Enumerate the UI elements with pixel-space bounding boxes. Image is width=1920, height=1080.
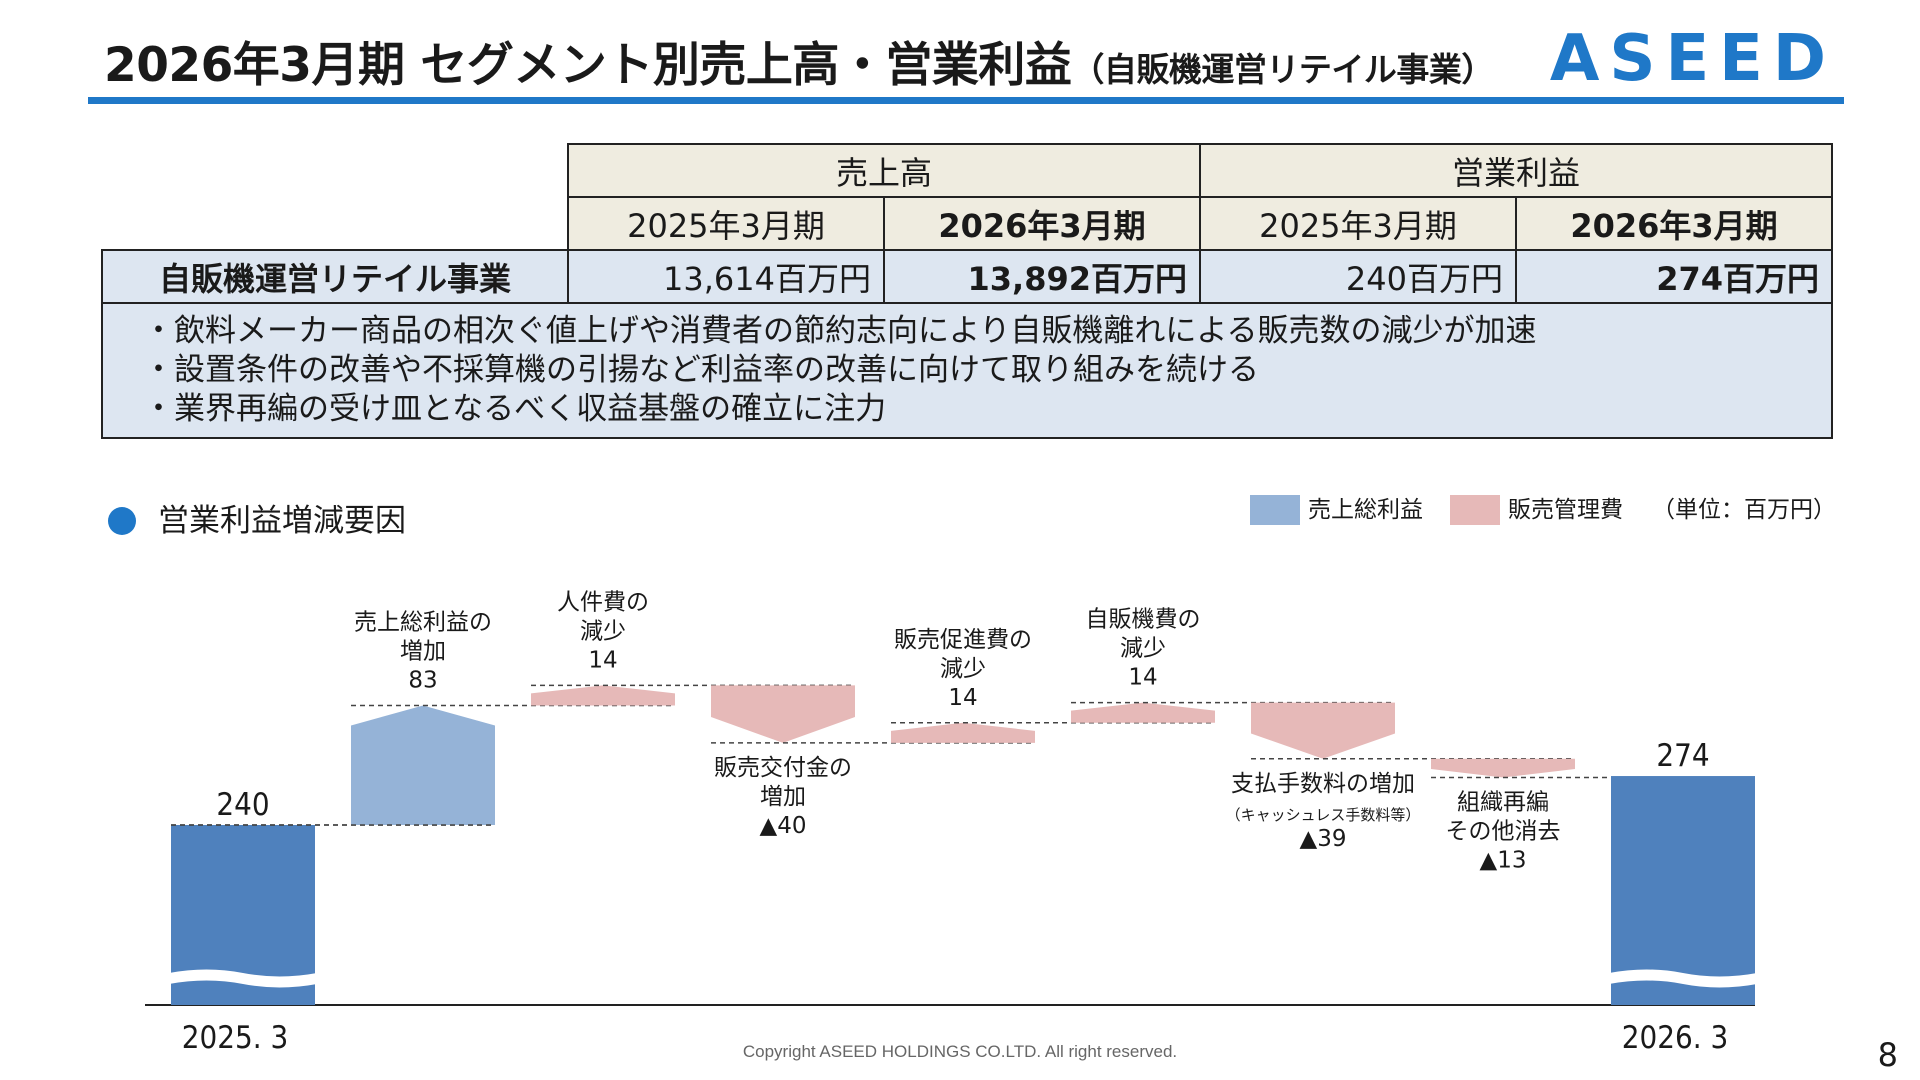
start-category-label: 2025. 3 xyxy=(182,1020,288,1056)
step-label-3-line-3: ▲40 xyxy=(760,813,807,839)
row-label: 自販機運営リテイル事業 xyxy=(101,249,569,304)
header-sales-prev: 2025年3月期 xyxy=(567,196,885,251)
step-bar-2 xyxy=(531,685,675,706)
step-bar-3 xyxy=(711,685,855,743)
header-profit-curr: 2026年3月期 xyxy=(1515,196,1833,251)
profit-prev-value: 240百万円 xyxy=(1199,249,1517,304)
step-label-7-line-3: ▲13 xyxy=(1480,847,1527,873)
step-bar-4 xyxy=(891,722,1035,743)
step-label-2-line-3: 14 xyxy=(588,647,617,673)
start-break xyxy=(169,969,317,988)
step-label-3-line-1: 販売交付金の xyxy=(714,755,852,781)
step-label-6-line-3: ▲39 xyxy=(1300,826,1347,852)
page-title: 2026年3月期 セグメント別売上高・営業利益（自販機運営リテイル事業） xyxy=(104,26,1494,95)
step-label-2-line-1: 人件費の xyxy=(557,589,649,615)
header-sales: 売上高 xyxy=(567,143,1201,198)
step-bar-6 xyxy=(1251,702,1395,759)
note-line: ・飲料メーカー商品の相次ぐ値上げや消費者の節約志向により自販機離れによる販売数の… xyxy=(143,313,1537,349)
sales-prev-value: 13,614百万円 xyxy=(567,249,885,304)
step-label-2-line-2: 減少 xyxy=(580,618,626,644)
section-title: 営業利益増減要因 xyxy=(158,503,406,539)
table-corner xyxy=(102,144,569,251)
note-line: ・設置条件の改善や不採算機の引揚など利益率の改善に向けて取り組みを続ける xyxy=(143,352,1259,388)
step-label-4-line-1: 販売促進費の xyxy=(894,627,1032,653)
page-number: 8 xyxy=(1877,1036,1898,1074)
segment-table: 売上高 営業利益 2025年3月期 2026年3月期 2025年3月期 2026… xyxy=(101,143,1833,439)
step-bar-5 xyxy=(1071,702,1215,723)
legend-gross-swatch xyxy=(1250,495,1300,525)
step-label-1-line-1: 売上総利益の xyxy=(354,609,492,635)
end-break xyxy=(1609,969,1757,988)
step-label-7-line-2: その他消去 xyxy=(1446,818,1561,844)
legend-unit: （単位：百万円） xyxy=(1652,497,1836,523)
step-label-5-line-2: 減少 xyxy=(1120,636,1166,662)
header-profit-prev: 2025年3月期 xyxy=(1199,196,1517,251)
sales-curr-value: 13,892百万円 xyxy=(883,249,1201,304)
end-category-label: 2026. 3 xyxy=(1622,1020,1728,1056)
start-value-label: 240 xyxy=(216,787,269,823)
step-label-3-line-2: 増加 xyxy=(760,784,806,810)
section-heading: 営業利益増減要因 xyxy=(108,495,406,540)
header-profit: 営業利益 xyxy=(1199,143,1833,198)
step-bar-1 xyxy=(351,705,495,825)
step-label-1-line-3: 83 xyxy=(408,667,437,693)
header-sales-curr: 2026年3月期 xyxy=(883,196,1201,251)
end-bar xyxy=(1611,776,1755,1005)
title-underline xyxy=(88,97,1844,104)
step-label-4-line-2: 減少 xyxy=(940,656,986,682)
legend-sga-label: 販売管理費 xyxy=(1508,497,1623,523)
profit-curr-value: 274百万円 xyxy=(1515,249,1833,304)
legend-sga: 販売管理費 xyxy=(1450,490,1623,525)
company-logo: ASEED xyxy=(1549,22,1836,96)
legend-gross: 売上総利益 xyxy=(1250,490,1423,525)
legend-sga-swatch xyxy=(1450,495,1500,525)
step-label-4-line-3: 14 xyxy=(948,685,977,711)
section-bullet-icon xyxy=(108,507,136,535)
copyright: Copyright ASEED HOLDINGS CO.LTD. All rig… xyxy=(742,1042,1178,1061)
step-label-5-line-1: 自販機費の xyxy=(1086,607,1201,633)
notes-cell: ・飲料メーカー商品の相次ぐ値上げや消費者の節約志向により自販機離れによる販売数の… xyxy=(101,302,1833,439)
step-bar-7 xyxy=(1431,758,1575,778)
page-title-main: 2026年3月期 セグメント別売上高・営業利益 xyxy=(104,38,1072,93)
note-line: ・業界再編の受け皿となるべく収益基盤の確立に注力 xyxy=(143,391,887,427)
end-value-label: 274 xyxy=(1656,738,1709,774)
step-label-1-line-2: 増加 xyxy=(400,638,446,664)
legend-gross-label: 売上総利益 xyxy=(1308,497,1423,523)
page-title-sub: （自販機運営リテイル事業） xyxy=(1071,50,1494,89)
step-label-7-line-1: 組織再編 xyxy=(1457,789,1549,815)
step-label-6-line-2: （キャッシュレス手数料等） xyxy=(1226,806,1421,824)
step-label-6-line-1: 支払手数料の増加 xyxy=(1231,771,1415,797)
step-label-5-line-3: 14 xyxy=(1128,665,1157,691)
